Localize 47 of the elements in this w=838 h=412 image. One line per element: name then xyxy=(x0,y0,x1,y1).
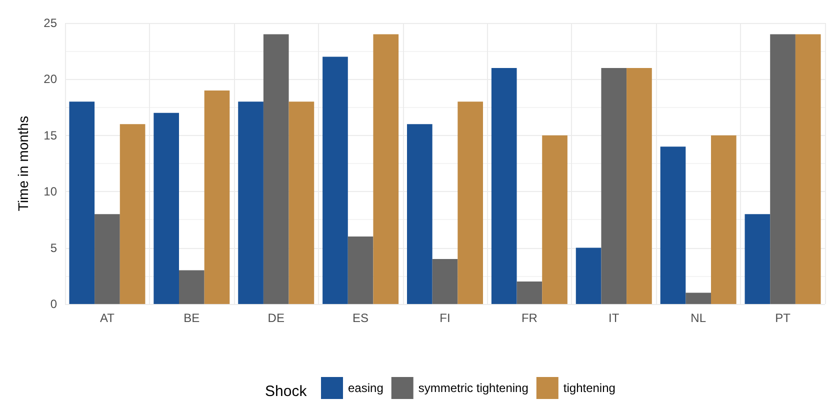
x-tick-label: NL xyxy=(690,311,706,325)
bar xyxy=(660,146,686,304)
bar xyxy=(120,124,146,304)
legend-title: Shock xyxy=(265,383,308,400)
y-tick-label: 0 xyxy=(50,297,58,311)
x-tick-label: FR xyxy=(521,311,538,325)
bar xyxy=(432,259,458,304)
y-tick-label: 15 xyxy=(44,128,58,142)
bar xyxy=(288,102,314,304)
x-tick-label: ES xyxy=(352,311,369,325)
bar xyxy=(601,68,627,304)
bar xyxy=(744,214,770,304)
legend-label: tightening xyxy=(563,381,616,395)
legend-label: easing xyxy=(348,381,384,395)
bar xyxy=(770,34,796,304)
y-tick-label: 20 xyxy=(44,72,58,86)
x-tick-label: AT xyxy=(100,311,116,325)
x-tick-label: FI xyxy=(440,311,450,325)
bar xyxy=(348,236,374,304)
bar xyxy=(686,292,711,304)
bar xyxy=(263,34,289,304)
bar xyxy=(491,68,517,304)
x-tick-label: PT xyxy=(775,311,792,325)
bar xyxy=(711,135,736,304)
y-tick-label: 5 xyxy=(50,240,58,255)
bar xyxy=(407,124,432,304)
y-axis-title: Time in months xyxy=(15,116,31,212)
bar xyxy=(322,56,348,304)
bar xyxy=(576,248,602,304)
bar xyxy=(154,112,179,304)
bar xyxy=(458,102,483,304)
bar xyxy=(516,282,542,304)
bar xyxy=(94,214,120,304)
y-tick-label: 10 xyxy=(44,184,58,199)
y-tick-label: 25 xyxy=(44,16,58,30)
bar xyxy=(69,102,95,304)
x-tick-label: BE xyxy=(184,311,200,325)
bar xyxy=(795,34,821,304)
bar xyxy=(626,68,652,304)
bar xyxy=(238,102,264,304)
x-tick-label: IT xyxy=(608,311,620,325)
x-tick-label: DE xyxy=(268,311,284,325)
legend-label: symmetric tightening xyxy=(418,381,528,395)
bar xyxy=(204,90,230,304)
bar xyxy=(542,135,568,304)
bar xyxy=(373,34,399,304)
bar xyxy=(179,270,204,304)
